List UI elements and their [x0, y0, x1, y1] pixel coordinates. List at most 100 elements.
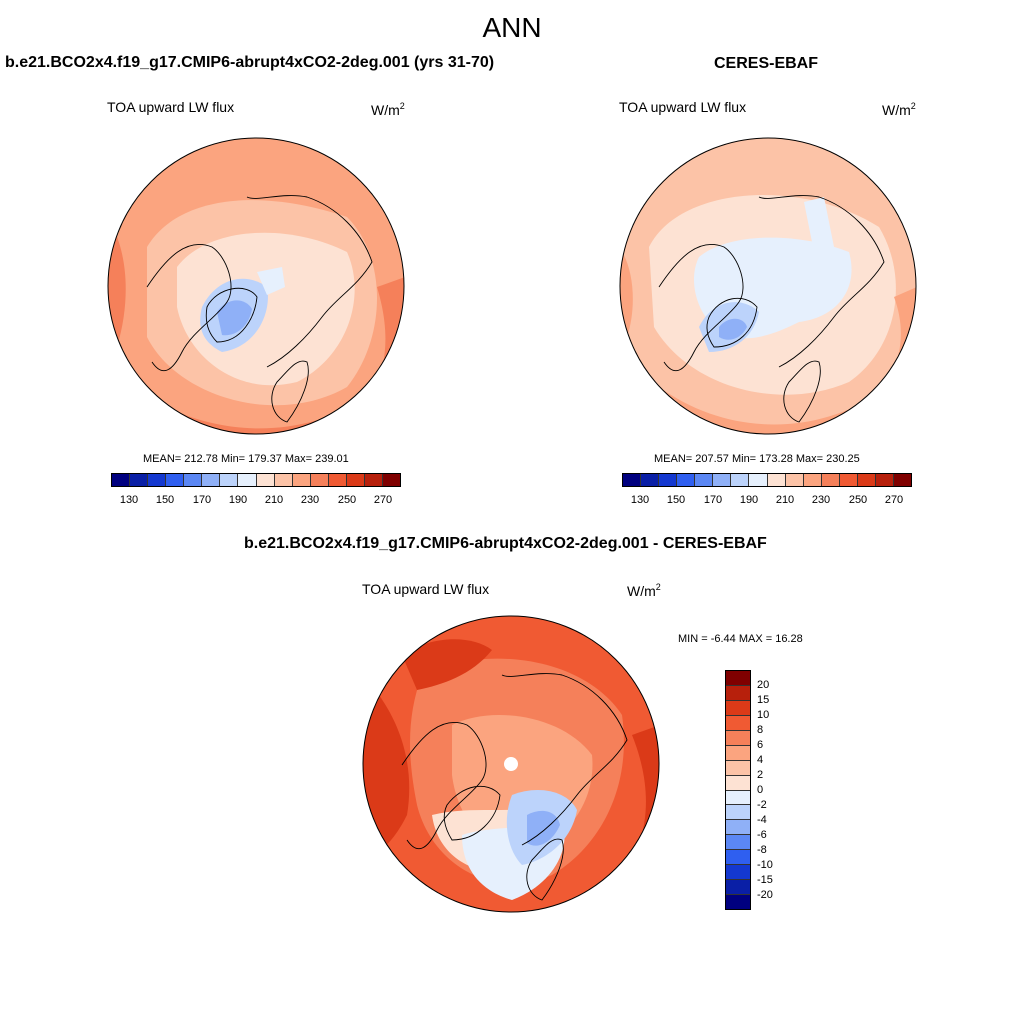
colorbar-tick-label: -4: [757, 814, 767, 826]
diff-panel-stats: MIN = -6.44 MAX = 16.28: [678, 633, 803, 645]
colorbar-swatch: [713, 474, 732, 486]
colorbar-tick-label: 4: [757, 754, 764, 766]
colorbar-swatch: [875, 474, 894, 486]
panel-2-variable-label: TOA upward LW flux: [619, 99, 747, 115]
colorbar-tick-label: 2: [757, 769, 764, 781]
colorbar-tick-label: 8: [757, 724, 764, 736]
colorbar-swatch: [726, 790, 750, 806]
coastline-north-america: [146, 243, 232, 372]
colorbar-swatch: [726, 835, 750, 851]
map-fill-greenland-deep: [719, 318, 747, 340]
colorbar-tick-label: -15: [757, 874, 773, 886]
map-missing-pole-dot: [504, 757, 518, 771]
panel-1-stats: MEAN= 212.78 Min= 179.37 Max= 239.01: [143, 453, 349, 465]
coastline-greenland: [443, 785, 501, 841]
colorbar-tick-label: 150: [666, 494, 686, 506]
colorbar-swatch: [726, 671, 750, 686]
colorbar-tick-label: 150: [155, 494, 175, 506]
colorbar-tick-label: 230: [811, 494, 831, 506]
diff-colorbar: [725, 670, 751, 910]
diff-panel-units: W/m2: [627, 582, 661, 599]
colorbar-swatch: [292, 474, 311, 486]
colorbar-swatch: [893, 474, 911, 486]
map-fill-dark-left: [363, 675, 410, 860]
panel-1-polar-map: [107, 137, 405, 435]
colorbar-swatch: [785, 474, 804, 486]
coastline-europe: [783, 360, 821, 423]
colorbar-swatch: [364, 474, 383, 486]
colorbar-swatch: [641, 474, 660, 486]
colorbar-swatch: [731, 474, 750, 486]
map-fill-cool-lobe: [804, 197, 834, 252]
colorbar-swatch: [238, 474, 257, 486]
colorbar-swatch: [382, 474, 400, 486]
colorbar-swatch: [148, 474, 167, 486]
colorbar-tick-label: 250: [337, 494, 357, 506]
coastline-europe: [271, 360, 309, 423]
diff-panel-variable-label: TOA upward LW flux: [362, 581, 490, 597]
colorbar-swatch: [749, 474, 768, 486]
colorbar-swatch: [726, 880, 750, 896]
colorbar-tick-label: -10: [757, 859, 773, 871]
colorbar-swatch: [726, 745, 750, 761]
colorbar-swatch: [220, 474, 239, 486]
coastline-europe: [526, 838, 564, 901]
colorbar-swatch: [130, 474, 149, 486]
colorbar-swatch: [821, 474, 840, 486]
colorbar-tick-label: 230: [300, 494, 320, 506]
colorbar-swatch: [726, 850, 750, 866]
colorbar-swatch: [659, 474, 678, 486]
colorbar-swatch: [726, 685, 750, 701]
colorbar-swatch: [184, 474, 203, 486]
coastline-greenland: [205, 287, 258, 343]
coastline-eurasia: [246, 195, 373, 368]
panel-2-stats: MEAN= 207.57 Min= 173.28 Max= 230.25: [654, 453, 860, 465]
colorbar-swatch: [726, 865, 750, 881]
coastline-eurasia: [501, 673, 628, 846]
colorbar-tick-label: 15: [757, 694, 770, 706]
colorbar-tick-label: 0: [757, 784, 764, 796]
panel-2-title: CERES-EBAF: [714, 55, 819, 72]
colorbar-swatch: [623, 474, 642, 486]
colorbar-swatch: [256, 474, 275, 486]
diff-panel-title: b.e21.BCO2x4.f19_g17.CMIP6-abrupt4xCO2-2…: [244, 535, 767, 552]
colorbar-swatch: [274, 474, 293, 486]
colorbar-tick-label: 250: [848, 494, 868, 506]
panel-1-variable-label: TOA upward LW flux: [107, 99, 235, 115]
map-fill-lightblue-patch: [257, 267, 285, 295]
colorbar-swatch: [767, 474, 786, 486]
colorbar-tick-label: 20: [757, 679, 770, 691]
colorbar-tick-label: 190: [228, 494, 248, 506]
colorbar-swatch: [726, 820, 750, 836]
colorbar-swatch: [726, 700, 750, 716]
panel-1-colorbar-ticks: 130 150 170 190 210 230 250 270: [111, 494, 401, 508]
colorbar-tick-label: -8: [757, 844, 767, 856]
colorbar-tick-label: 190: [739, 494, 759, 506]
colorbar-swatch: [112, 474, 131, 486]
colorbar-swatch: [857, 474, 876, 486]
coastline-north-america: [401, 721, 487, 850]
panel-2-colorbar-ticks: 130 150 170 190 210 230 250 270: [622, 494, 912, 508]
colorbar-tick-label: 270: [373, 494, 393, 506]
colorbar-swatch: [726, 715, 750, 731]
colorbar-swatch: [726, 730, 750, 746]
colorbar-swatch: [726, 760, 750, 776]
panel-1-colorbar: [111, 473, 401, 487]
colorbar-tick-label: 210: [264, 494, 284, 506]
panel-1-title: b.e21.BCO2x4.f19_g17.CMIP6-abrupt4xCO2-2…: [5, 54, 495, 71]
colorbar-tick-label: -20: [757, 889, 773, 901]
colorbar-tick-label: 170: [703, 494, 723, 506]
coastline-eurasia: [758, 195, 885, 368]
colorbar-swatch: [202, 474, 221, 486]
colorbar-swatch: [677, 474, 696, 486]
panel-2-units: W/m2: [882, 101, 916, 118]
colorbar-tick-label: 270: [884, 494, 904, 506]
colorbar-swatch: [328, 474, 347, 486]
colorbar-tick-label: -6: [757, 829, 767, 841]
colorbar-tick-label: 170: [192, 494, 212, 506]
colorbar-tick-label: 210: [775, 494, 795, 506]
figure-title: ANN: [482, 12, 542, 43]
colorbar-swatch: [695, 474, 714, 486]
colorbar-tick-label: 130: [119, 494, 139, 506]
panel-2-polar-map: [619, 137, 917, 435]
